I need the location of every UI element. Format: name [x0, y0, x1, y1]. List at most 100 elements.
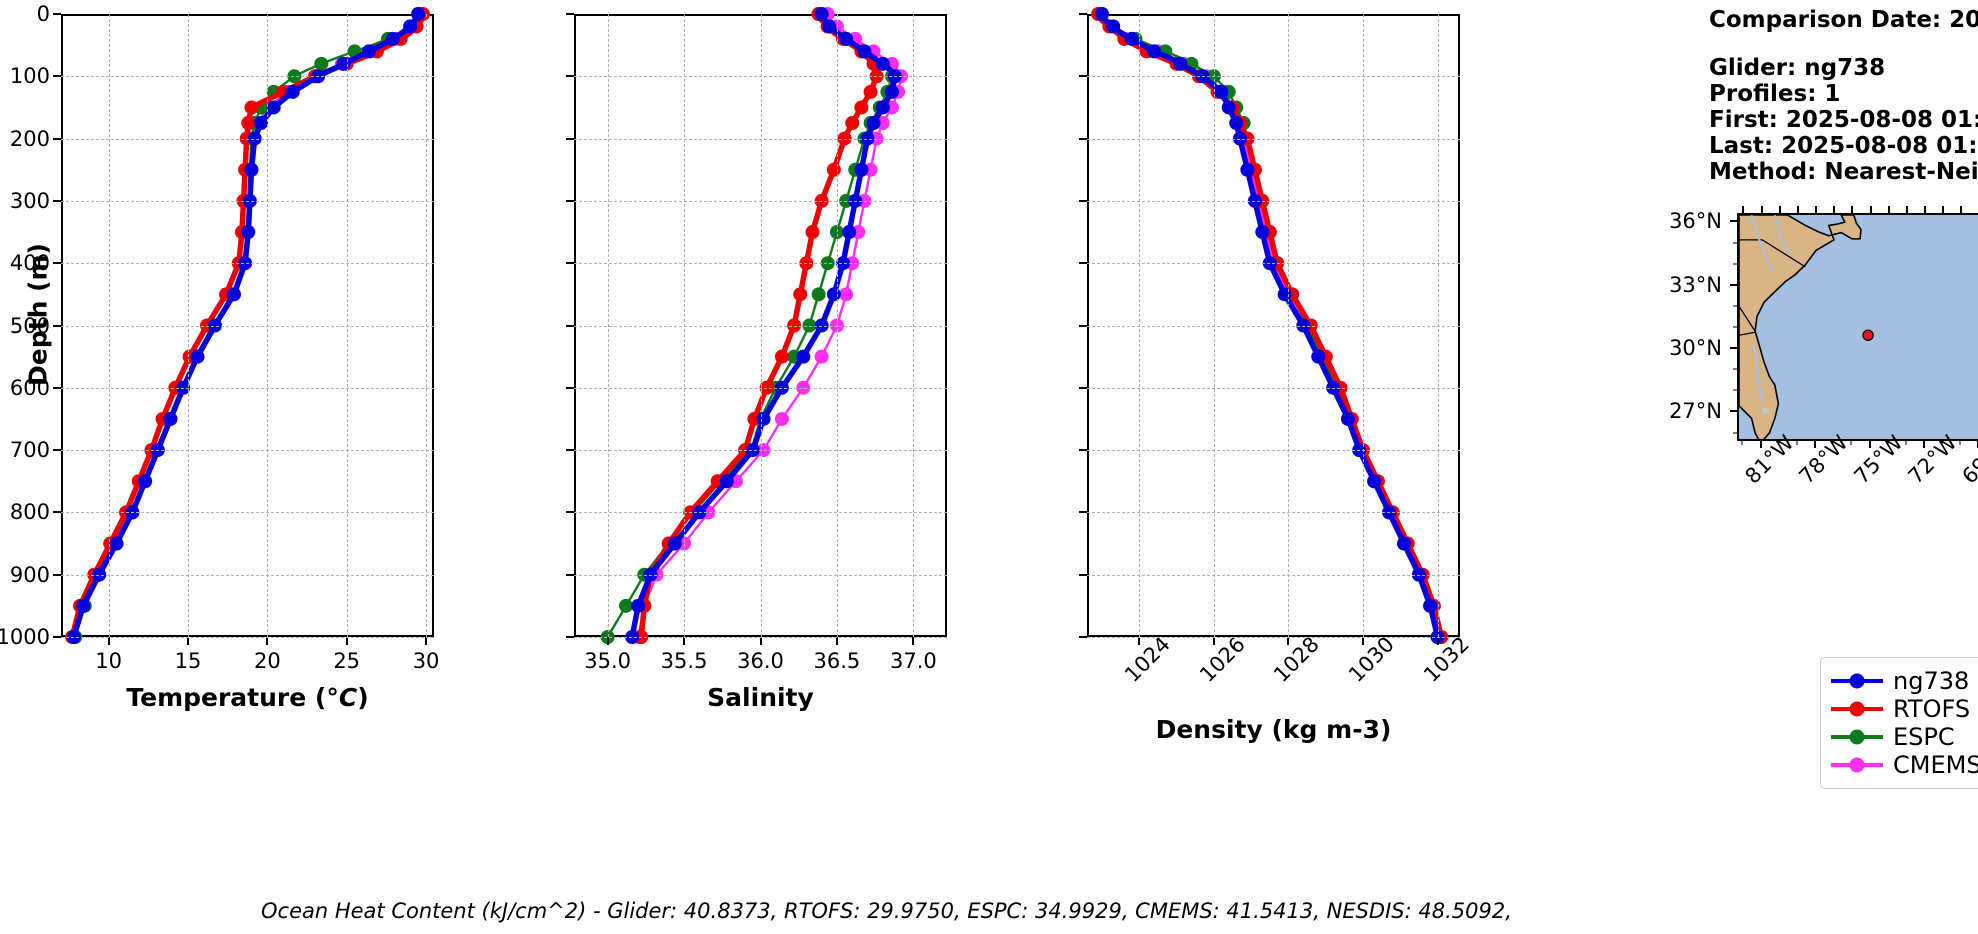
y-tick-mark — [53, 324, 61, 327]
method-text: Method: Nearest-Neighbor — [1709, 159, 1978, 185]
legend-item-espc[interactable]: ESPC — [1831, 723, 1978, 751]
y-gridline — [61, 574, 434, 576]
y-gridline — [1087, 138, 1460, 140]
salinity-axis-title: Salinity — [707, 683, 814, 712]
series-legend: ng738 RTOFS ESPC CMEMS — [1820, 657, 1978, 789]
y-gridline — [574, 200, 947, 202]
y-gridline — [574, 263, 947, 265]
x-tick-mark — [345, 637, 348, 645]
x-tick-label: 35.5 — [660, 649, 708, 673]
map-lon-top-tick — [1778, 206, 1781, 213]
y-gridline — [61, 637, 434, 638]
depth-tick-label: 400 — [9, 251, 50, 276]
first-profile-time-text: First: 2025-08-08 01:15:32 — [1709, 107, 1978, 133]
legend-marker-dot — [1849, 729, 1865, 745]
legend-swatch-icon — [1831, 670, 1883, 692]
salinity-profile-panel: Salinity 35.0 35.5 36.0 36.5 37.0 — [566, 7, 947, 712]
y-gridline — [61, 325, 434, 327]
y-gridline — [61, 138, 434, 140]
y-gridline — [574, 450, 947, 452]
map-lon-top-tick — [1742, 206, 1745, 213]
map-lon-minor-tick — [1850, 441, 1852, 445]
y-tick-mark — [566, 199, 574, 202]
map-lat-tick — [1730, 283, 1737, 286]
x-tick-mark — [1138, 637, 1141, 645]
y-gridline — [574, 325, 947, 327]
legend-item-rtofs[interactable]: RTOFS — [1831, 695, 1978, 723]
y-tick-mark — [1079, 262, 1087, 265]
map-lon-minor-tick — [1959, 441, 1961, 445]
map-lon-tick — [1923, 441, 1925, 448]
y-gridline — [574, 512, 947, 514]
x-tick-mark — [1362, 637, 1365, 645]
x-tick-mark — [912, 637, 915, 645]
legend-marker-dot — [1849, 673, 1865, 689]
y-gridline — [1087, 637, 1460, 638]
x-tick-label: 36.0 — [737, 649, 784, 673]
density-profile-panel: Density (kg m-3) 1024 1026 1028 1030 1032 — [1079, 7, 1473, 744]
map-lat-minor-tick — [1733, 389, 1737, 391]
x-tick-label: 1032 — [1418, 632, 1474, 687]
y-tick-mark — [566, 75, 574, 78]
legend-swatch-icon — [1831, 754, 1883, 776]
legend-label: CMEMS — [1893, 751, 1978, 779]
y-tick-mark — [53, 449, 61, 452]
legend-label: ESPC — [1893, 723, 1955, 751]
y-gridline — [1087, 450, 1460, 452]
map-lat-minor-tick — [1733, 242, 1737, 244]
legend-swatch-icon — [1831, 698, 1883, 720]
depth-tick-label: 800 — [9, 500, 50, 525]
map-lon-top-tick — [1815, 206, 1818, 213]
map-lon-top-tick — [1942, 206, 1945, 213]
map-lon-top-tick — [1924, 206, 1926, 213]
map-lat-minor-tick — [1733, 263, 1737, 265]
y-gridline — [1087, 512, 1460, 514]
y-tick-mark — [1079, 324, 1087, 327]
map-lat-label: 36°N — [1669, 209, 1722, 234]
map-lon-minor-tick — [1887, 441, 1889, 445]
legend-item-ng738[interactable]: ng738 — [1831, 667, 1978, 695]
map-lon-top-tick — [1960, 206, 1963, 213]
y-gridline — [61, 263, 434, 265]
y-tick-mark — [566, 573, 574, 576]
x-tick-label: 1030 — [1344, 632, 1399, 687]
legend-swatch-icon — [1831, 726, 1883, 748]
legend-label: RTOFS — [1893, 695, 1971, 723]
y-tick-mark — [1079, 449, 1087, 452]
x-tick-label: 37.0 — [889, 649, 937, 673]
y-gridline — [61, 200, 434, 202]
x-tick-label: 25 — [333, 649, 361, 673]
x-tick-mark — [1436, 637, 1439, 645]
x-tick-label: 1024 — [1120, 632, 1176, 687]
y-tick-mark — [53, 573, 61, 576]
y-tick-mark — [1079, 13, 1087, 15]
y-gridline — [1087, 387, 1460, 389]
x-tick-label: 10 — [95, 649, 122, 673]
x-tick-label: 1026 — [1194, 632, 1250, 687]
y-tick-mark — [53, 386, 61, 389]
legend-item-cmems[interactable]: CMEMS — [1831, 751, 1978, 779]
location-map[interactable] — [1737, 213, 1978, 441]
map-lon-top-tick — [1905, 206, 1908, 213]
x-tick-mark — [266, 637, 269, 645]
y-gridline — [574, 76, 947, 78]
map-lon-top-tick — [1869, 206, 1872, 213]
x-tick-label: 1028 — [1269, 632, 1325, 687]
y-gridline — [574, 637, 947, 638]
map-lon-minor-tick — [1778, 441, 1780, 445]
x-tick-label: 35.0 — [584, 649, 632, 673]
map-lat-label: 33°N — [1669, 272, 1722, 297]
last-profile-time-text: Last: 2025-08-08 01:15:32 — [1709, 133, 1978, 159]
map-lon-top-tick — [1851, 206, 1854, 213]
temperature-axis-title: Temperature (°C) — [126, 683, 369, 712]
map-lat-tick — [1730, 347, 1737, 350]
y-gridline — [61, 387, 434, 389]
depth-tick-label: 100 — [9, 64, 50, 89]
legend-marker-dot — [1849, 701, 1865, 717]
y-tick-mark — [53, 13, 61, 15]
y-gridline — [1087, 325, 1460, 327]
density-axis-title: Density (kg m-3) — [1155, 715, 1392, 744]
x-tick-label: 30 — [412, 649, 440, 673]
depth-tick-label: 1000 — [0, 625, 50, 649]
